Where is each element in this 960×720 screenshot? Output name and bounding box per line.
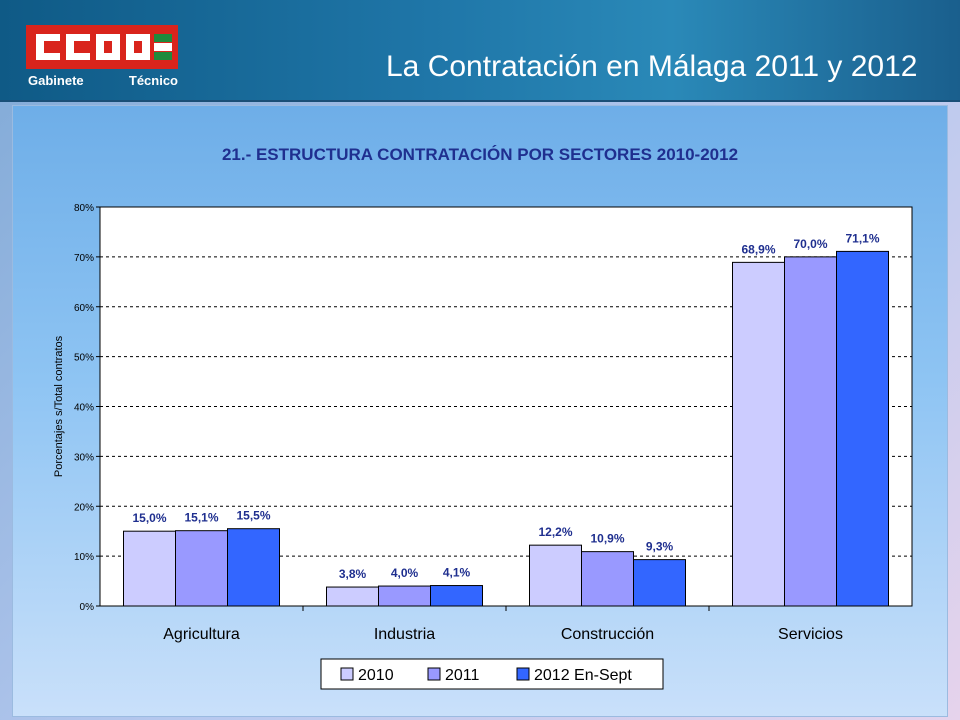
legend-label: 2011 bbox=[445, 667, 480, 684]
data-label: 15,0% bbox=[132, 511, 166, 525]
data-label: 68,9% bbox=[741, 242, 775, 256]
bar-industria-0 bbox=[326, 586, 379, 607]
bar-industria-1 bbox=[378, 585, 431, 607]
data-label: 70,0% bbox=[793, 237, 827, 251]
bar-agricultura-0 bbox=[123, 530, 176, 607]
x-category-label: Servicios bbox=[778, 626, 843, 643]
logo-subtitle-left: Gabinete bbox=[28, 73, 84, 88]
x-category-label: Agricultura bbox=[163, 626, 240, 643]
y-tick-label: 40% bbox=[74, 403, 94, 414]
bar-industria-2 bbox=[430, 585, 483, 607]
page-title: La Contratación en Málaga 2011 y 2012 bbox=[386, 50, 918, 83]
logo-subtitle-right: Técnico bbox=[128, 73, 178, 88]
bar-construcción-2 bbox=[633, 559, 686, 607]
data-label: 3,8% bbox=[339, 567, 367, 581]
bar-servicios-2 bbox=[836, 250, 889, 607]
y-tick-label: 30% bbox=[74, 452, 94, 463]
y-tick-label: 20% bbox=[74, 502, 94, 513]
legend bbox=[320, 658, 664, 690]
bar-agricultura-1 bbox=[175, 530, 228, 607]
y-tick-label: 70% bbox=[74, 253, 94, 264]
bar-servicios-0 bbox=[732, 261, 785, 607]
x-category-label: Construcción bbox=[561, 626, 654, 643]
data-label: 71,1% bbox=[845, 231, 879, 245]
x-category-label: Industria bbox=[374, 626, 435, 643]
legend-swatch bbox=[427, 667, 441, 681]
chart-title: 21.- ESTRUCTURA CONTRATACIÓN POR SECTORE… bbox=[222, 145, 738, 164]
data-label: 9,3% bbox=[646, 540, 674, 554]
ccoo-logo-icon bbox=[36, 34, 172, 60]
header-banner: Gabinete Técnico La Contratación en Mála… bbox=[0, 0, 960, 102]
y-axis-label: Porcentajes s/Total contratos bbox=[53, 335, 65, 477]
y-tick-label: 0% bbox=[80, 602, 95, 613]
logo-subtitle: Gabinete Técnico bbox=[28, 73, 178, 88]
bar-construcción-1 bbox=[581, 551, 634, 607]
data-label: 12,2% bbox=[538, 525, 572, 539]
data-label: 4,0% bbox=[391, 566, 419, 580]
bar-construcción-0 bbox=[529, 544, 582, 607]
y-tick-label: 10% bbox=[74, 552, 94, 563]
y-tick-label: 80% bbox=[74, 203, 94, 214]
ccoo-logo bbox=[26, 25, 178, 69]
legend-swatch bbox=[340, 667, 354, 681]
bar-agricultura-2 bbox=[227, 528, 280, 607]
legend-label: 2012 En-Sept bbox=[534, 667, 632, 684]
legend-swatch bbox=[516, 667, 530, 681]
legend-label: 2010 bbox=[358, 667, 394, 684]
y-tick-label: 60% bbox=[74, 303, 94, 314]
data-label: 4,1% bbox=[443, 566, 471, 580]
data-label: 15,5% bbox=[236, 509, 270, 523]
y-tick-label: 50% bbox=[74, 353, 94, 364]
data-label: 15,1% bbox=[184, 511, 218, 525]
bar-servicios-1 bbox=[784, 256, 837, 607]
data-label: 10,9% bbox=[590, 532, 624, 546]
